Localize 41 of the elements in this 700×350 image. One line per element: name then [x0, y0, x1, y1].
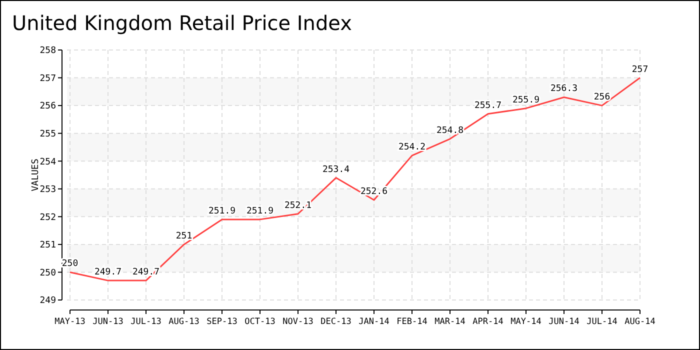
data-label: 255.9	[512, 95, 540, 106]
x-tick-label: JAN-14	[358, 317, 390, 327]
data-label: 251	[176, 231, 192, 242]
y-tick-label: 255	[40, 129, 56, 140]
data-label: 250	[62, 259, 78, 270]
y-tick-label: 249	[40, 296, 56, 306]
x-tick-label: DEC-13	[320, 317, 352, 327]
data-label: 256.3	[550, 84, 578, 94]
y-tick-label: 250	[40, 268, 56, 278]
y-tick-label: 253	[40, 185, 56, 196]
data-label: 251.9	[246, 206, 274, 216]
x-tick-label: SEP-13	[206, 317, 238, 327]
x-tick-label: AUG-14	[624, 317, 656, 327]
data-label: 257	[632, 64, 648, 75]
x-tick-label: JUN-14	[548, 317, 580, 327]
x-tick-label: MAY-13	[54, 317, 86, 327]
x-tick-label: JUL-13	[130, 317, 162, 327]
data-label: 256	[594, 92, 610, 103]
data-label: 255.7	[474, 100, 502, 111]
data-label: 254.2	[398, 142, 426, 153]
y-axis-title: VALUES	[31, 158, 41, 192]
y-tick-label: 258	[40, 46, 56, 56]
x-tick-label: JUL-14	[586, 317, 618, 327]
x-tick-label: JUN-13	[92, 317, 124, 327]
x-tick-label: AUG-13	[168, 317, 200, 327]
y-tick-label: 257	[40, 74, 56, 84]
y-tick-label: 251	[40, 240, 56, 251]
data-label: 254.8	[436, 126, 464, 136]
y-tick-label: 252	[40, 212, 56, 223]
data-label: 249.7	[94, 268, 122, 278]
x-tick-label: NOV-13	[282, 317, 314, 327]
x-tick-label: APR-14	[472, 317, 504, 327]
x-tick-label: OCT-13	[244, 317, 276, 327]
x-tick-label: MAY-14	[510, 317, 542, 327]
y-tick-label: 254	[40, 157, 56, 168]
chart-title: United Kingdom Retail Price Index	[12, 11, 352, 35]
data-label: 251.9	[208, 206, 236, 216]
y-tick-label: 256	[40, 102, 56, 112]
x-tick-label: MAR-14	[434, 317, 466, 327]
x-tick-label: FEB-14	[396, 317, 428, 327]
data-label: 253.4	[322, 164, 350, 175]
